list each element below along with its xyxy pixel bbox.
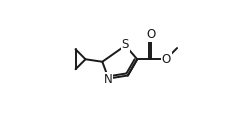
Text: N: N	[104, 73, 112, 86]
Text: O: O	[162, 53, 171, 66]
Text: O: O	[146, 28, 155, 41]
Text: S: S	[122, 38, 129, 51]
